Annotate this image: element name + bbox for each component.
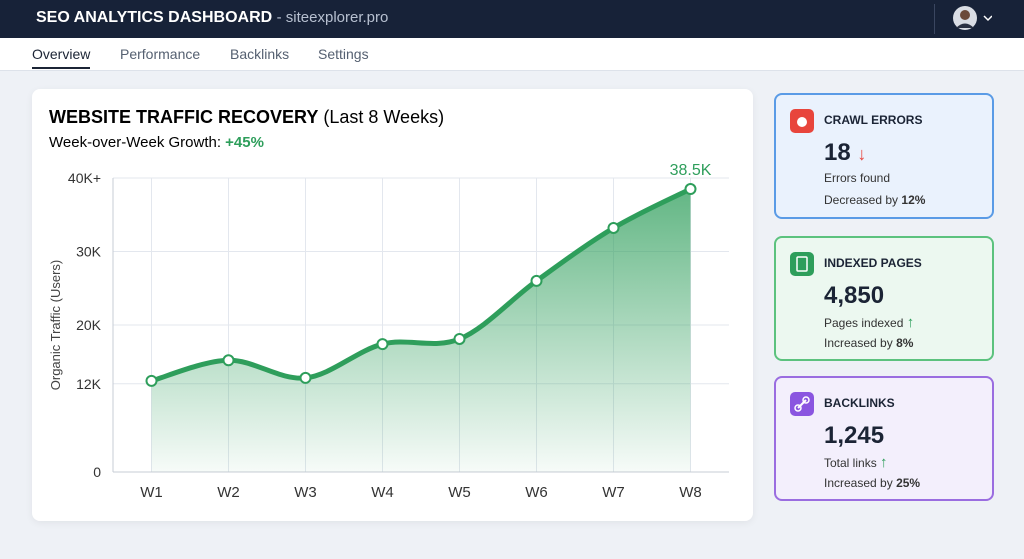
change-text: Decreased by [824,193,899,207]
nav-tab[interactable]: Overview [32,46,91,69]
point [684,183,697,196]
change-value: 12% [901,193,926,207]
stat-card: INDEXED PAGES 4,850 Pages indexed ↑ Incr… [774,236,994,361]
change-value: 8% [896,336,914,350]
subtitle-value: +45% [225,134,264,151]
x-tick-label: W6 [525,484,548,501]
card-note: Errors found [824,171,891,185]
chart-card: WEBSITE TRAFFIC RECOVERY (Last 8 Weeks) … [32,89,753,521]
stat-card: CRAWL ERRORS 18 ↓ Errors found Decreased… [774,93,994,219]
card-note-row: Total links ↑ [824,454,888,471]
x-tick-label: W2 [217,484,240,501]
app-title: SEO ANALYTICS DASHBOARD [36,9,273,26]
site-name: - siteexplorer.pro [276,9,389,26]
card-value: 4,850 [824,282,885,309]
card-change: Increased by 8% [824,336,913,350]
chart-title: WEBSITE TRAFFIC RECOVERY (Last 8 Weeks) [49,107,444,127]
point [299,371,312,384]
area [151,189,691,472]
header-title: SEO ANALYTICS DASHBOARD - siteexplorer.p… [36,9,388,27]
x-tick-label: W8 [679,484,702,501]
y-axis-label: Organic Traffic (Users) [48,260,63,391]
x-tick-label: W4 [371,484,394,501]
y-tick-label: 40K+ [68,170,101,186]
x-tick-label: W3 [294,484,317,501]
title-main: WEBSITE TRAFFIC RECOVERY [49,107,318,127]
chart-subtitle: Week-over-Week Growth: +45% [49,134,264,151]
card-icon [790,392,814,416]
card-value: 1,245 [824,422,885,449]
card-value-row: 18 ↓ [824,139,867,166]
point [222,354,235,367]
card-change: Increased by 25% [824,476,920,490]
nav-tab[interactable]: Performance [120,46,201,62]
header: SEO ANALYTICS DASHBOARD - siteexplorer.p… [0,0,1024,38]
nav-tab[interactable]: Backlinks [230,46,290,62]
y-tick-label: 30K [76,244,102,260]
x-tick-label: W1 [140,484,163,501]
card-title: INDEXED PAGES [824,256,922,270]
card-change: Decreased by 12% [824,193,925,207]
x-tick-label: W7 [602,484,625,501]
card-icon [790,252,814,276]
y-tick-label: 20K [76,317,102,333]
subtitle-text: Week-over-Week Growth: [49,134,221,151]
point [453,332,466,345]
card-note: Pages indexed [824,316,904,330]
change-value: 25% [896,476,921,490]
card-title: CRAWL ERRORS [824,113,923,127]
x-tick-label: W5 [448,484,471,501]
chart: WEBSITE TRAFFIC RECOVERY (Last 8 Weeks) … [48,107,729,501]
stat-card: BACKLINKS 1,245 Total links ↑ Increased … [774,376,994,501]
nav-bar: Overview Performance Backlinks Settings [0,38,1024,71]
nav-tab[interactable]: Settings [318,46,369,62]
card-value: 18 [824,139,851,166]
y-tick-label: 0 [93,464,101,480]
data-label: 38.5K [670,162,712,179]
card-title: BACKLINKS [824,396,895,410]
card-note: Total links [824,456,877,470]
point [607,221,620,234]
card-note-row: Pages indexed ↑ [824,314,915,331]
avatar-menu[interactable] [952,5,992,33]
change-text: Increased by [824,336,893,350]
point [376,338,389,351]
card-icon [790,109,814,133]
point [145,374,158,387]
change-text: Increased by [824,476,893,490]
title-suffix: (Last 8 Weeks) [323,107,444,127]
point [530,274,543,287]
divider [934,4,935,34]
y-tick-label: 12K [76,376,102,392]
line [149,186,693,384]
